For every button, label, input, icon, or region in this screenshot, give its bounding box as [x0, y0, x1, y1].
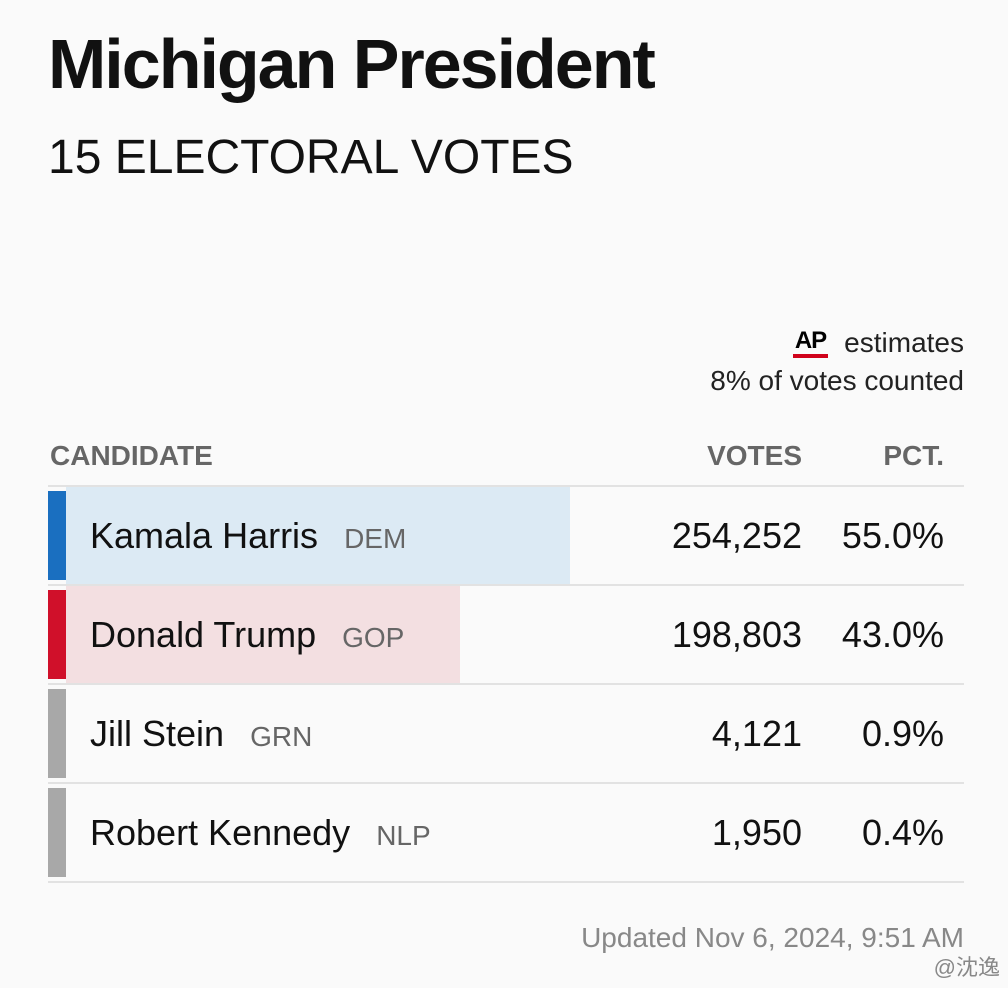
party-color-bar — [48, 590, 66, 679]
party-color-bar — [48, 788, 66, 877]
party-color-bar — [48, 689, 66, 778]
column-header-pct: PCT. — [883, 440, 944, 471]
column-header-votes: VOTES — [707, 440, 802, 471]
party-label: DEM — [344, 523, 407, 554]
estimates-label: estimates — [844, 327, 964, 358]
candidate-name-text: Jill Stein — [90, 713, 225, 754]
candidate-name-text: Kamala Harris — [90, 515, 319, 556]
candidate-row: Jill Stein GRN 4,121 0.9% — [48, 685, 964, 784]
vote-count: 254,252 — [671, 515, 802, 556]
electoral-votes-subtitle: 15 ELECTORAL VOTES — [48, 131, 574, 184]
candidate-name-text: Donald Trump — [90, 614, 317, 655]
vote-count: 4,121 — [711, 713, 802, 754]
results-table-header: CANDIDATE VOTES PCT. — [48, 440, 964, 480]
ap-estimate-block: AP estimates 8% of votes counted — [710, 324, 964, 400]
party-label: NLP — [376, 820, 431, 851]
page-title: Michigan President — [48, 25, 656, 103]
candidate-name: Donald Trump GOP — [90, 586, 404, 683]
watermark: @沈逸 — [933, 955, 1000, 980]
vote-percentage: 55.0% — [841, 515, 944, 556]
candidate-row: Robert Kennedy NLP 1,950 0.4% — [48, 784, 964, 883]
vote-share-fill — [66, 487, 570, 584]
column-header-candidate: CANDIDATE — [50, 440, 213, 471]
candidate-name: Kamala Harris DEM — [90, 487, 406, 584]
vote-percentage: 0.9% — [861, 713, 944, 754]
updated-timestamp: Updated Nov 6, 2024, 9:51 AM — [581, 922, 964, 953]
vote-percentage: 0.4% — [861, 812, 944, 853]
candidate-name: Jill Stein GRN — [90, 685, 312, 782]
ap-logo: AP — [792, 328, 829, 358]
vote-percentage: 43.0% — [841, 614, 944, 655]
vote-count: 1,950 — [711, 812, 802, 853]
candidate-row: Kamala Harris DEM 254,252 55.0% — [48, 487, 964, 586]
party-color-bar — [48, 491, 66, 580]
votes-counted-text: 8% of votes counted — [710, 365, 964, 396]
vote-share-fill — [66, 586, 460, 683]
party-label: GOP — [342, 622, 405, 653]
candidate-row: Donald Trump GOP 198,803 43.0% — [48, 586, 964, 685]
vote-count: 198,803 — [671, 614, 802, 655]
candidate-name: Robert Kennedy NLP — [90, 784, 431, 881]
results-table: Kamala Harris DEM 254,252 55.0% Donald Trump… — [48, 485, 964, 883]
party-label: GRN — [250, 721, 313, 752]
candidate-name-text: Robert Kennedy — [90, 812, 351, 853]
